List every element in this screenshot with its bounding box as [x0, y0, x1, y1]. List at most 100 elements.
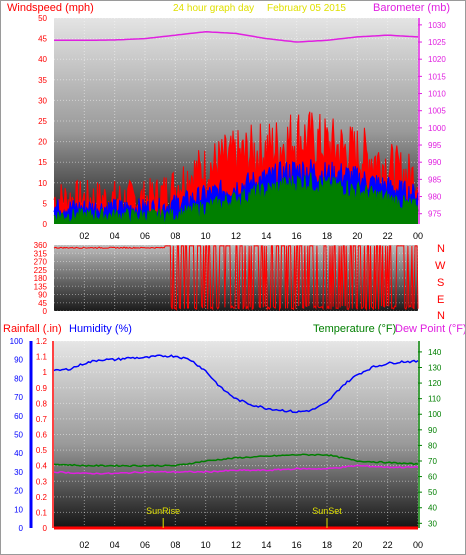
windspeed-tick-label: 5 [43, 199, 48, 208]
rainfall-tick-label: 0.4 [36, 462, 48, 471]
rainfall-tick-label: 0.2 [36, 493, 48, 502]
windspeed-tick-label: 50 [38, 14, 47, 23]
rainfall-axis-title: Rainfall (.in) [3, 323, 62, 335]
wind-x-tick-label: 22 [383, 231, 393, 241]
temp-x-tick-label: 10 [201, 540, 211, 550]
humidity-tick-label: 0 [19, 524, 24, 533]
humidity-tick-label: 30 [14, 468, 23, 477]
humidity-line [53, 354, 419, 414]
temperature-tick-label: 50 [428, 488, 437, 497]
wind-x-tick-label: 00 [413, 231, 423, 241]
rainfall-tick-label: 0.1 [36, 508, 48, 517]
wind-x-tick-label: 02 [79, 231, 89, 241]
barometer-tick-label: 1005 [428, 107, 446, 116]
direction-tick-label: 135 [34, 282, 48, 291]
direction-tick-label: 225 [34, 266, 48, 275]
temperature-tick-label: 90 [428, 426, 437, 435]
direction-tick-label: 0 [43, 307, 48, 316]
humidity-tick-label: 60 [14, 412, 23, 421]
humidity-tick-label: 70 [14, 393, 23, 402]
direction-letter-s: S [437, 277, 444, 289]
dewpoint-line [53, 464, 419, 475]
temperature-tick-label: 40 [428, 504, 437, 513]
wind-x-tick-label: 06 [140, 231, 150, 241]
wind-x-tick-label: 14 [261, 231, 271, 241]
rainfall-tick-label: 1 [43, 368, 48, 377]
temperature-tick-label: 130 [428, 363, 442, 372]
direction-letter-w: W [435, 260, 446, 272]
temperature-tick-label: 140 [428, 348, 442, 357]
windspeed-tick-label: 30 [38, 96, 47, 105]
rainfall-tick-label: 0.5 [36, 446, 48, 455]
direction-tick-label: 45 [38, 299, 47, 308]
wind-low-line [53, 172, 419, 225]
windspeed-axis-title: Windspeed (mph) [7, 2, 94, 14]
temperature-tick-label: 80 [428, 441, 437, 450]
wind-x-tick-label: 18 [322, 231, 332, 241]
temperature-tick-label: 30 [428, 519, 437, 528]
barometer-tick-label: 995 [428, 141, 442, 150]
wind-average-line [53, 159, 419, 218]
sunrise-label: SunRise [146, 506, 180, 516]
barometer-tick-label: 980 [428, 193, 442, 202]
temp-x-tick-label: 08 [170, 540, 180, 550]
wind-x-tick-label: 10 [201, 231, 211, 241]
humidity-tick-label: 80 [14, 374, 23, 383]
humidity-tick-label: 100 [10, 337, 24, 346]
windspeed-line [53, 111, 419, 219]
rainfall-tick-label: 0.9 [36, 384, 48, 393]
wind-x-tick-label: 12 [231, 231, 241, 241]
windspeed-tick-label: 10 [38, 179, 47, 188]
direction-letter-n-bottom: N [437, 310, 445, 322]
temperature-tick-label: 70 [428, 457, 437, 466]
temp-x-tick-label: 00 [413, 540, 423, 550]
temp-x-tick-label: 04 [110, 540, 120, 550]
barometer-tick-label: 1025 [428, 38, 446, 47]
temp-x-tick-label: 06 [140, 540, 150, 550]
direction-letter-e: E [437, 294, 444, 306]
rainfall-tick-label: 1.1 [36, 353, 48, 362]
sunset-label: SunSet [312, 506, 342, 516]
windspeed-tick-label: 45 [38, 35, 47, 44]
temp-x-tick-label: 22 [383, 540, 393, 550]
barometer-tick-label: 1015 [428, 72, 446, 81]
barometer-tick-label: 1030 [428, 21, 446, 30]
rainfall-tick-label: 0.8 [36, 399, 48, 408]
humidity-tick-label: 40 [14, 449, 23, 458]
barometer-tick-label: 990 [428, 158, 442, 167]
temp-x-tick-label: 18 [322, 540, 332, 550]
temp-x-tick-label: 16 [292, 540, 302, 550]
windspeed-tick-label: 40 [38, 55, 47, 64]
rainfall-tick-label: 0.3 [36, 477, 48, 486]
direction-tick-label: 270 [34, 258, 48, 267]
rainfall-tick-label: 1.2 [36, 337, 48, 346]
windspeed-tick-label: 20 [38, 138, 47, 147]
wind-x-tick-label: 20 [352, 231, 362, 241]
temperature-tick-label: 110 [428, 395, 441, 404]
temperature-axis-title: Temperature (°F) [313, 323, 396, 335]
humidity-tick-label: 10 [14, 505, 23, 514]
temperature-tick-label: 120 [428, 379, 442, 388]
temp-x-tick-label: 02 [79, 540, 89, 550]
windspeed-tick-label: 25 [38, 117, 47, 126]
temp-x-tick-label: 20 [352, 540, 362, 550]
temperature-tick-label: 60 [428, 473, 437, 482]
rainfall-tick-label: 0.6 [36, 431, 48, 440]
direction-tick-label: 90 [38, 291, 47, 300]
barometer-tick-label: 985 [428, 175, 442, 184]
humidity-tick-label: 50 [14, 431, 23, 440]
temp-x-tick-label: 14 [261, 540, 271, 550]
barometer-tick-label: 975 [428, 210, 442, 219]
rainfall-tick-label: 0.7 [36, 415, 48, 424]
humidity-axis-title: Humidity (%) [69, 323, 132, 335]
humidity-tick-label: 90 [14, 356, 23, 365]
wind-x-tick-label: 08 [170, 231, 180, 241]
direction-letter-n-top: N [437, 243, 445, 255]
wind-x-tick-label: 04 [110, 231, 120, 241]
chart-title: 24 hour graph day [173, 3, 254, 14]
chart-date: February 05 2015 [267, 3, 346, 14]
windspeed-tick-label: 35 [38, 76, 47, 85]
barometer-line [54, 30, 419, 43]
